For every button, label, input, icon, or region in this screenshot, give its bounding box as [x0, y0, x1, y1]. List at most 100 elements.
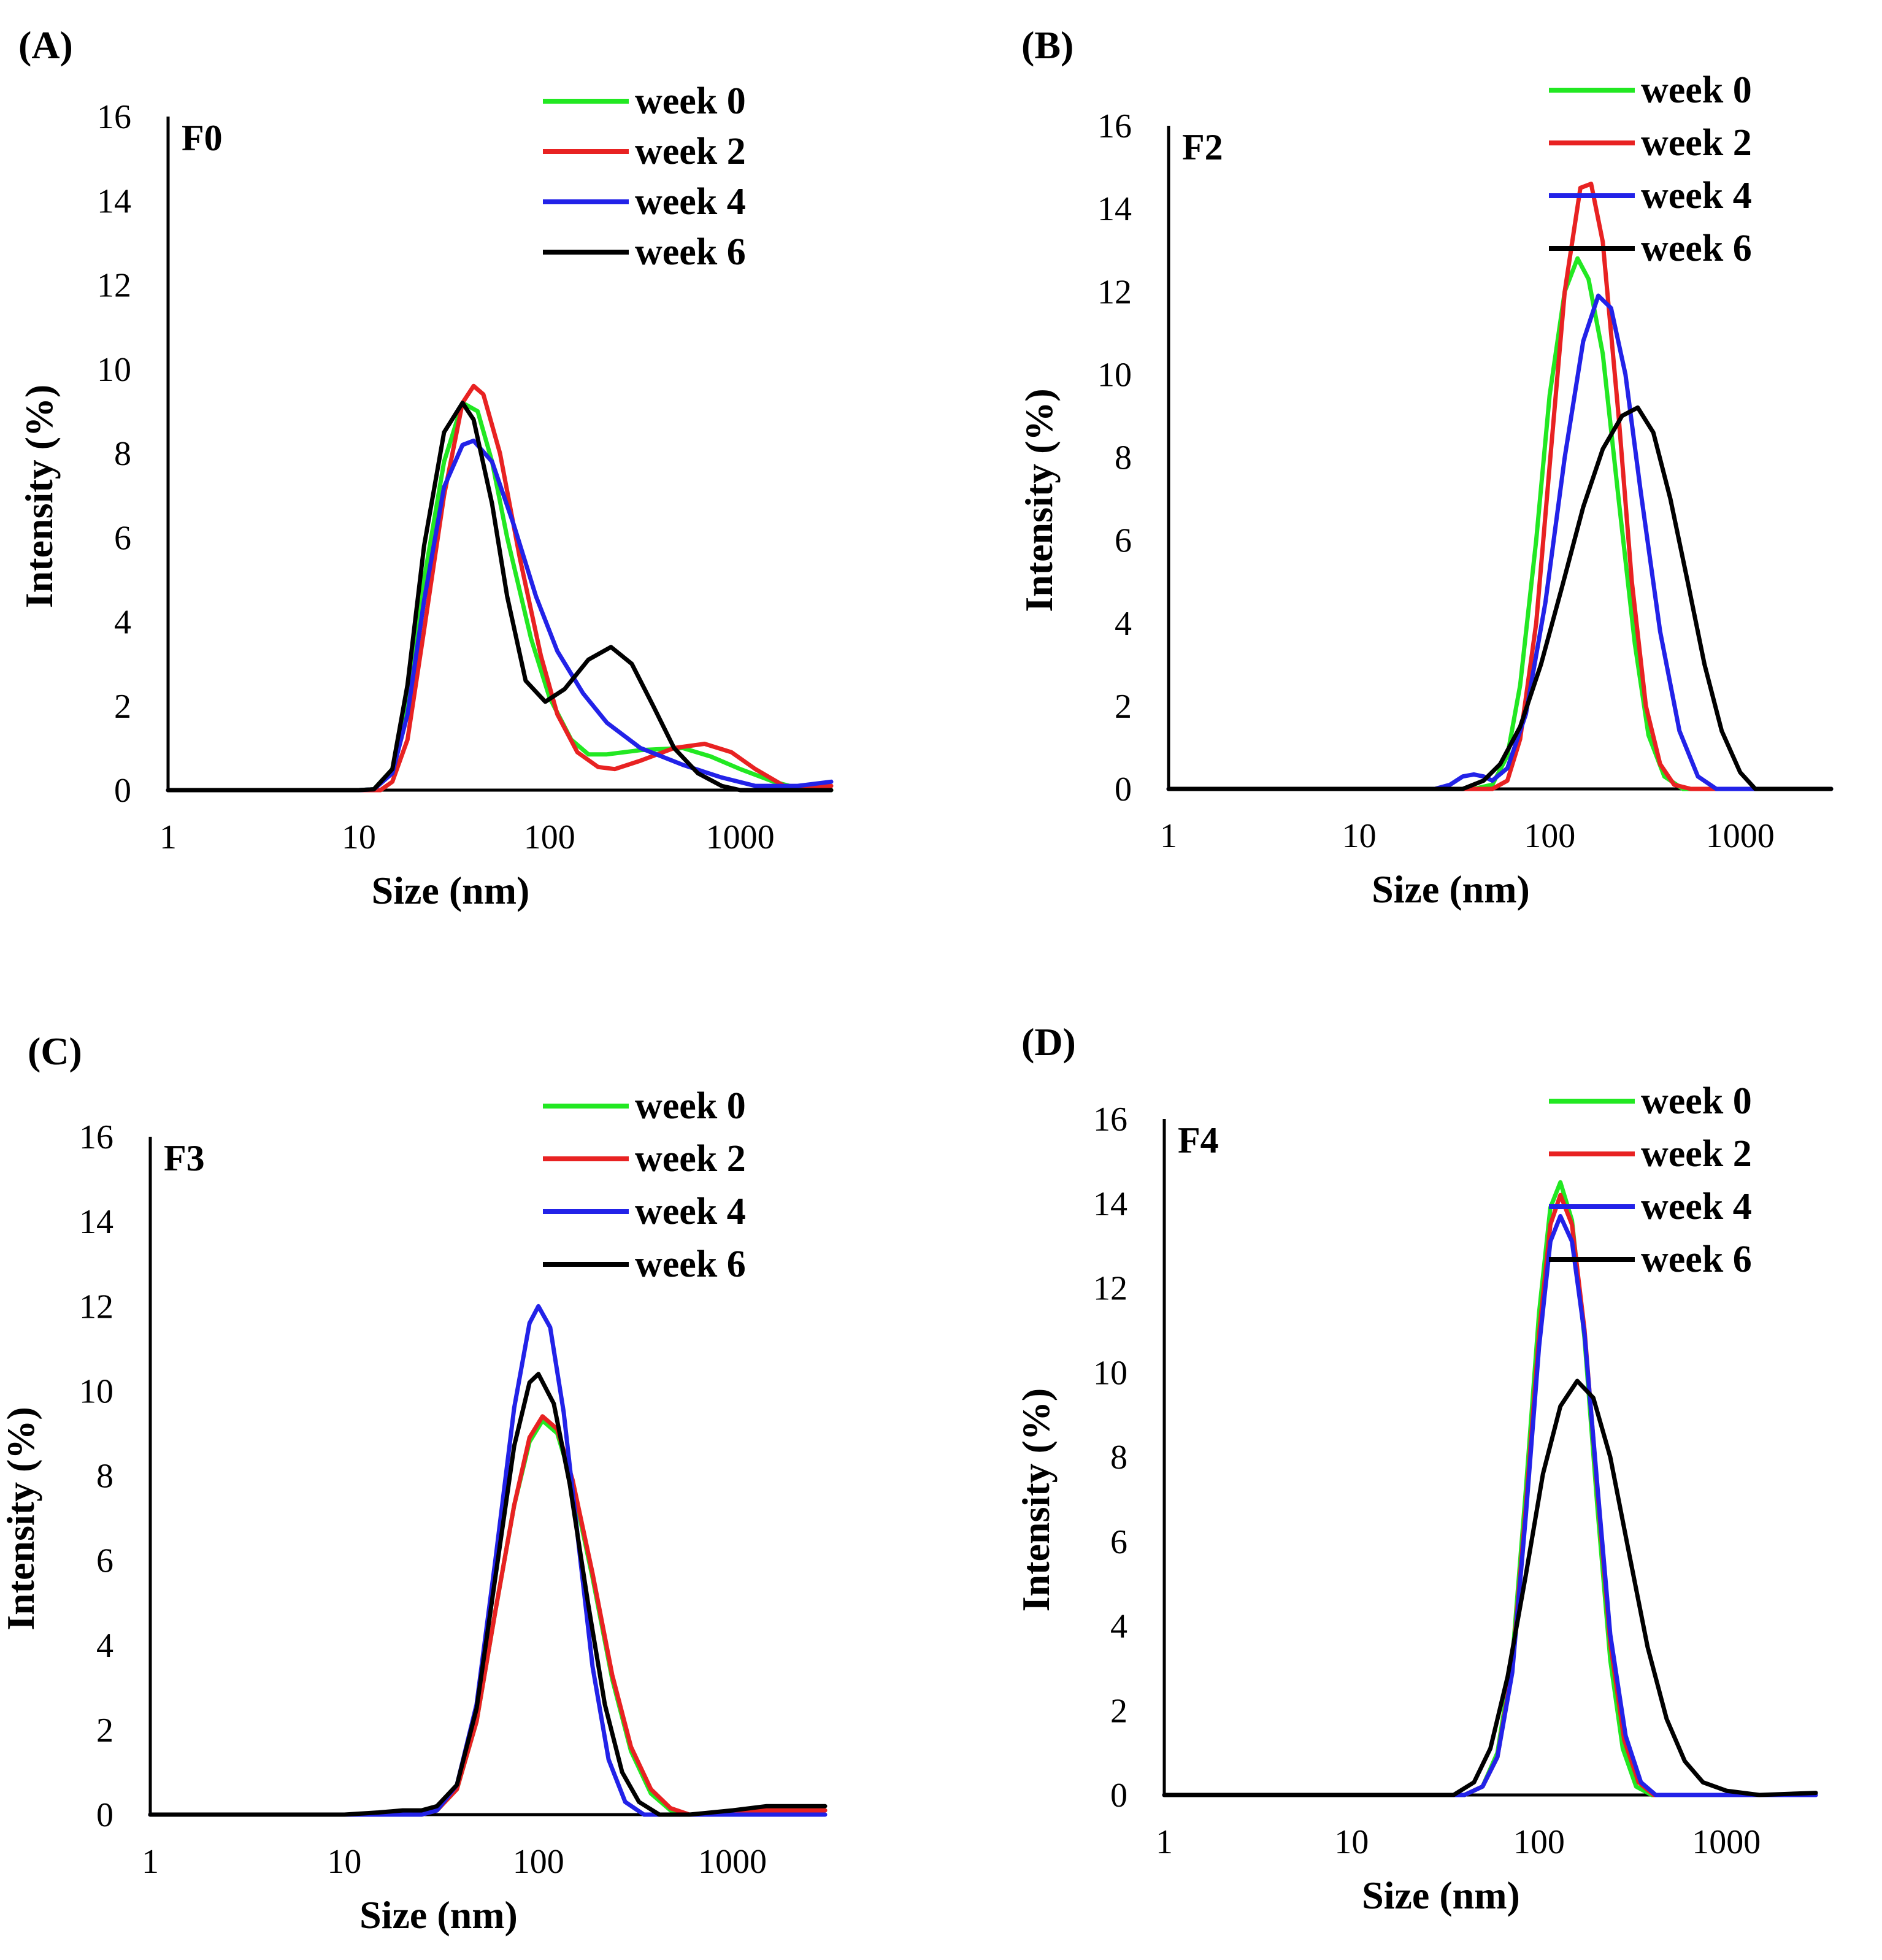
legend-entry: week 6 [635, 231, 746, 273]
y-tick-label: 10 [1097, 356, 1132, 394]
x-tick-label: 1000 [706, 818, 775, 856]
y-tick-label: 2 [1110, 1692, 1127, 1730]
y-tick-label: 6 [1115, 522, 1132, 560]
sample-label: F0 [182, 118, 223, 158]
x-tick-label: 1 [159, 818, 177, 856]
y-tick-label: 10 [79, 1372, 113, 1410]
y-tick-label: 6 [1110, 1523, 1127, 1561]
series-line [1162, 1213, 1818, 1797]
y-tick-label: 16 [1093, 1101, 1127, 1139]
x-tick-label: 1 [1156, 1823, 1173, 1861]
chart-panel: (B) 0 2 4 6 8 10 12 14 16 1 10 100 1000 Size (nm) Inten… [1017, 23, 1834, 911]
legend-entry: week 4 [635, 181, 746, 223]
x-axis-title: Size (nm) [372, 869, 530, 912]
legend-entry: week 4 [635, 1191, 746, 1232]
y-tick-label: 6 [96, 1542, 113, 1580]
x-axis-title: Size (nm) [1372, 867, 1530, 911]
x-tick-label: 1000 [698, 1843, 767, 1881]
chart-panel: (A) 0 2 4 6 8 10 12 14 16 1 10 100 1000 Size (nm) Inten… [17, 23, 834, 912]
panel-label: (B) [1021, 23, 1074, 67]
x-tick-label: 10 [327, 1843, 361, 1881]
x-tick-label: 10 [342, 818, 376, 856]
y-tick-label: 2 [1115, 688, 1132, 726]
legend-entry: week 6 [635, 1243, 746, 1285]
y-tick-label: 4 [1110, 1608, 1127, 1646]
series-line [1166, 182, 1834, 791]
legend-entry: week 0 [1641, 69, 1752, 111]
series-line [1166, 293, 1834, 791]
legend-entry: week 6 [1641, 228, 1752, 269]
x-tick-label: 10 [1342, 817, 1377, 855]
legend-entry: week 2 [635, 1138, 746, 1180]
x-tick-label: 100 [1513, 1823, 1565, 1861]
legend-entry: week 4 [1641, 175, 1752, 217]
sample-label: F3 [164, 1138, 205, 1178]
x-tick-label: 1000 [1692, 1823, 1761, 1861]
y-tick-label: 4 [1115, 605, 1132, 643]
y-tick-label: 0 [96, 1796, 113, 1834]
x-tick-label: 100 [1524, 817, 1575, 855]
x-tick-label: 1 [142, 1843, 159, 1881]
series-line [166, 401, 834, 793]
series-line [166, 383, 834, 793]
y-tick-label: 0 [114, 772, 131, 810]
y-axis-title: Intensity (%) [17, 385, 61, 608]
sample-label: F2 [1182, 127, 1223, 167]
y-tick-label: 12 [1097, 273, 1132, 311]
y-tick-label: 16 [1097, 107, 1132, 145]
y-tick-label: 16 [97, 98, 131, 136]
y-tick-label: 14 [97, 182, 131, 220]
y-tick-label: 16 [79, 1118, 113, 1156]
y-tick-label: 10 [97, 351, 131, 389]
y-axis-title: Intensity (%) [0, 1407, 42, 1630]
y-tick-label: 12 [97, 267, 131, 305]
series-line [1166, 405, 1834, 791]
x-tick-label: 1000 [1706, 817, 1775, 855]
y-tick-label: 14 [1097, 190, 1132, 228]
series-line [1166, 256, 1834, 791]
legend-entry: week 6 [1641, 1239, 1752, 1280]
x-tick-label: 100 [524, 818, 575, 856]
x-axis-title: Size (nm) [359, 1893, 518, 1937]
legend-entry: week 2 [635, 131, 746, 172]
y-tick-label: 0 [1115, 771, 1132, 809]
legend-entry: week 2 [1641, 1133, 1752, 1175]
panel-label: (D) [1021, 1020, 1076, 1064]
series-line [148, 1372, 828, 1817]
y-axis-title: Intensity (%) [1017, 388, 1061, 612]
x-tick-label: 100 [513, 1843, 564, 1881]
y-tick-label: 4 [96, 1627, 113, 1665]
series-line [1162, 1193, 1818, 1797]
y-tick-label: 14 [1093, 1185, 1127, 1223]
y-axis-title: Intensity (%) [1014, 1388, 1058, 1612]
series-line [166, 438, 834, 793]
x-tick-label: 10 [1334, 1823, 1369, 1861]
y-tick-label: 0 [1110, 1777, 1127, 1815]
chart-panel: (D) 0 2 4 6 8 10 12 14 16 1 10 100 1000 Size (nm) Inten… [1014, 1020, 1818, 1917]
y-tick-label: 8 [1110, 1439, 1127, 1477]
y-tick-label: 8 [96, 1458, 113, 1496]
legend-entry: week 2 [1641, 122, 1752, 164]
x-tick-label: 1 [1160, 817, 1177, 855]
y-tick-label: 8 [1115, 439, 1132, 477]
legend-entry: week 0 [635, 80, 746, 122]
sample-label: F4 [1178, 1120, 1219, 1161]
y-tick-label: 2 [114, 688, 131, 726]
y-tick-label: 14 [79, 1203, 113, 1241]
y-tick-label: 12 [1093, 1270, 1127, 1308]
legend-entry: week 4 [1641, 1186, 1752, 1228]
y-tick-label: 2 [96, 1712, 113, 1750]
panel-label: (A) [18, 23, 73, 67]
y-tick-label: 12 [79, 1288, 113, 1326]
y-tick-label: 4 [114, 604, 131, 642]
y-tick-label: 8 [114, 435, 131, 473]
y-tick-label: 10 [1093, 1354, 1127, 1392]
chart-panel: (C) 0 2 4 6 8 10 12 14 16 1 10 100 1000 Size (nm) Inten… [0, 1029, 828, 1937]
panel-label: (C) [28, 1029, 82, 1073]
legend-entry: week 0 [635, 1085, 746, 1127]
legend-entry: week 0 [1641, 1080, 1752, 1122]
y-tick-label: 6 [114, 519, 131, 557]
series-line [148, 1304, 828, 1817]
series-line [1162, 1378, 1818, 1797]
